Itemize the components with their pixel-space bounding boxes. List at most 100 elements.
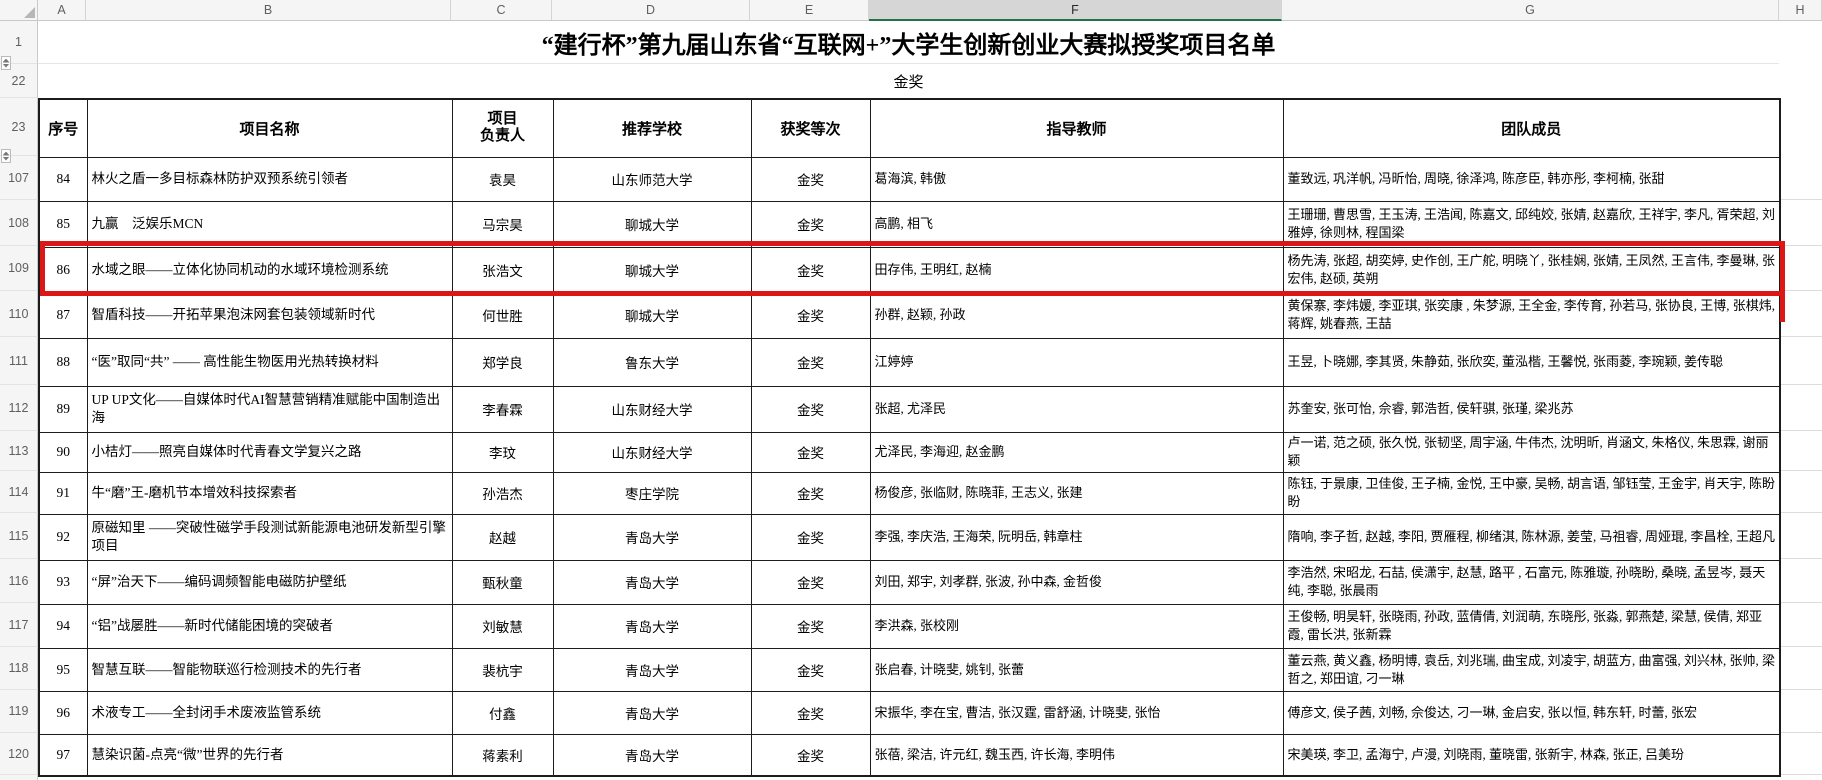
cell-members[interactable]: 王俊畅, 明昊轩, 张晓雨, 孙政, 蓝倩倩, 刘润萌, 东晓彤, 张淼, 郭燕…: [1282, 603, 1781, 649]
cell-award[interactable]: 金奖: [750, 431, 871, 473]
cell-project[interactable]: “铝”战屡胜——新时代储能困境的突破者: [86, 603, 453, 649]
header-school[interactable]: 推荐学校: [552, 98, 752, 158]
cell-school[interactable]: 青岛大学: [552, 690, 752, 735]
cell-school[interactable]: 青岛大学: [552, 559, 752, 605]
cell-school[interactable]: 聊城大学: [552, 246, 752, 293]
cell-no[interactable]: 86: [38, 246, 88, 293]
cell-school[interactable]: 青岛大学: [552, 603, 752, 649]
column-header-G[interactable]: G: [1282, 0, 1779, 21]
column-header-D[interactable]: D: [552, 0, 750, 21]
cell-award[interactable]: 金奖: [750, 246, 871, 293]
column-header-F[interactable]: F: [869, 0, 1282, 21]
cell-school[interactable]: 聊城大学: [552, 200, 752, 248]
cell-project[interactable]: “医”取同“共” —— 高性能生物医用光热转换材料: [86, 337, 453, 387]
cell-leader[interactable]: 袁昊: [451, 156, 554, 202]
cell-project[interactable]: 智盾科技——开拓苹果泡沫网套包装领域新时代: [86, 291, 453, 339]
cell-teachers[interactable]: 杨俊彦, 张临财, 陈晓菲, 王志义, 张建: [869, 471, 1284, 515]
row-header-115[interactable]: 115: [0, 513, 38, 559]
cell-leader[interactable]: 裴杭宇: [451, 647, 554, 692]
cell-teachers[interactable]: 刘田, 郑宇, 刘孝群, 张波, 孙中森, 金哲俊: [869, 559, 1284, 605]
cell-no[interactable]: 88: [38, 337, 88, 387]
cell-school[interactable]: 鲁东大学: [552, 337, 752, 387]
cell-members[interactable]: 陈钰, 于景康, 卫佳俊, 王子楠, 金悦, 王中豪, 吴畅, 胡言语, 邹钰莹…: [1282, 471, 1781, 515]
cell-members[interactable]: 宋美瑛, 李卫, 孟海宁, 卢漫, 刘晓雨, 董晓雷, 张新宇, 林森, 张正,…: [1282, 733, 1781, 777]
cell-award[interactable]: 金奖: [750, 471, 871, 515]
cell-members[interactable]: 隋响, 李子哲, 赵越, 李阳, 贾雁程, 柳绪淇, 陈林源, 姜莹, 马祖睿,…: [1282, 513, 1781, 561]
cell-project[interactable]: “屏”治天下——编码调频智能电磁防护壁纸: [86, 559, 453, 605]
cell-teachers[interactable]: 高鹏, 相飞: [869, 200, 1284, 248]
header-no[interactable]: 序号: [38, 98, 88, 158]
row-header-113[interactable]: 113: [0, 431, 38, 471]
cell-leader[interactable]: 马宗昊: [451, 200, 554, 248]
column-header-B[interactable]: B: [86, 0, 451, 21]
row-header-111[interactable]: 111: [0, 337, 38, 385]
cell-leader[interactable]: 甄秋童: [451, 559, 554, 605]
cell-school[interactable]: 聊城大学: [552, 291, 752, 339]
row-header-120[interactable]: 120: [0, 733, 38, 775]
section-label-cell[interactable]: 金奖: [893, 74, 924, 91]
row-header-112[interactable]: 112: [0, 385, 38, 431]
sheet-title-cell[interactable]: “建行杯”第九届山东省“互联网+”大学生创新创业大赛拟授奖项目名单: [38, 21, 1779, 64]
cell-members[interactable]: 傅彦文, 侯子茜, 刘畅, 佘俊达, 刁一琳, 金启安, 张以恒, 韩东轩, 时…: [1282, 690, 1781, 735]
header-award[interactable]: 获奖等次: [750, 98, 871, 158]
cell-teachers[interactable]: 孙群, 赵颖, 孙政: [869, 291, 1284, 339]
cell-no[interactable]: 85: [38, 200, 88, 248]
row-header-22[interactable]: 22: [0, 64, 38, 98]
row-header-107[interactable]: 107: [0, 156, 38, 200]
row-header-1[interactable]: 1: [0, 21, 38, 64]
hidden-rows-indicator[interactable]: [1, 149, 11, 163]
header-project[interactable]: 项目名称: [86, 98, 453, 158]
cell-leader[interactable]: 李玟: [451, 431, 554, 473]
cell-teachers[interactable]: 李洪森, 张校刚: [869, 603, 1284, 649]
cell-members[interactable]: 李浩然, 宋昭龙, 石喆, 侯潇宇, 赵慧, 路平 , 石富元, 陈雅璇, 孙晓…: [1282, 559, 1781, 605]
cell-project[interactable]: 林火之盾一多目标森林防护双预系统引领者: [86, 156, 453, 202]
header-members[interactable]: 团队成员: [1282, 98, 1781, 158]
row-header-117[interactable]: 117: [0, 603, 38, 647]
cell-no[interactable]: 89: [38, 385, 88, 433]
row-header-118[interactable]: 118: [0, 647, 38, 690]
cell-award[interactable]: 金奖: [750, 337, 871, 387]
cell-teachers[interactable]: 张蓓, 梁洁, 许元红, 魏玉西, 许长海, 李明伟: [869, 733, 1284, 777]
hidden-rows-indicator[interactable]: [1, 56, 11, 70]
cell-leader[interactable]: 赵越: [451, 513, 554, 561]
cell-teachers[interactable]: 张启春, 计晓斐, 姚钊, 张蕾: [869, 647, 1284, 692]
select-all-corner[interactable]: [0, 0, 38, 21]
cell-no[interactable]: 96: [38, 690, 88, 735]
row-header-23[interactable]: 23: [0, 98, 38, 156]
cell-teachers[interactable]: 田存伟, 王明红, 赵楠: [869, 246, 1284, 293]
cell-project[interactable]: 原磁知里 ——突破性磁学手段测试新能源电池研发新型引擎项目: [86, 513, 453, 561]
cell-leader[interactable]: 孙浩杰: [451, 471, 554, 515]
column-header-A[interactable]: A: [38, 0, 86, 21]
cell-teachers[interactable]: 尤泽民, 李海迎, 赵金鹏: [869, 431, 1284, 473]
cell-project[interactable]: 牛“磨”王-磨机节本增效科技探索者: [86, 471, 453, 515]
cell-leader[interactable]: 刘敏慧: [451, 603, 554, 649]
column-header-E[interactable]: E: [750, 0, 869, 21]
cell-award[interactable]: 金奖: [750, 513, 871, 561]
cell-no[interactable]: 84: [38, 156, 88, 202]
cell-school[interactable]: 山东师范大学: [552, 156, 752, 202]
cell-no[interactable]: 97: [38, 733, 88, 777]
cell-project[interactable]: 九赢 泛娱乐MCN: [86, 200, 453, 248]
cell-no[interactable]: 91: [38, 471, 88, 515]
cell-no[interactable]: 92: [38, 513, 88, 561]
cell-award[interactable]: 金奖: [750, 291, 871, 339]
row-header-116[interactable]: 116: [0, 559, 38, 603]
cell-members[interactable]: 王珊珊, 曹思雪, 王玉涛, 王浩闻, 陈嘉文, 邱纯姣, 张婧, 赵嘉欣, 王…: [1282, 200, 1781, 248]
cell-no[interactable]: 87: [38, 291, 88, 339]
cell-members[interactable]: 杨先涛, 张超, 胡奕婷, 史作创, 王广舵, 明晓丫, 张桂娴, 张婧, 王凤…: [1282, 246, 1781, 293]
cell-leader[interactable]: 郑学良: [451, 337, 554, 387]
cell-school[interactable]: 山东财经大学: [552, 385, 752, 433]
cell-award[interactable]: 金奖: [750, 690, 871, 735]
cell-members[interactable]: 王昱, 卜晓娜, 李其贤, 朱静茹, 张欣奕, 董泓楷, 王馨悦, 张雨菱, 李…: [1282, 337, 1781, 387]
cell-teachers[interactable]: 李强, 李庆浩, 王海荣, 阮明岳, 韩章柱: [869, 513, 1284, 561]
cell-project[interactable]: 术液专工——全封闭手术废液监管系统: [86, 690, 453, 735]
cell-members[interactable]: 董云燕, 黄义鑫, 杨明博, 袁岳, 刘兆瑞, 曲宝成, 刘凌宇, 胡蓝方, 曲…: [1282, 647, 1781, 692]
cell-leader[interactable]: 蒋素利: [451, 733, 554, 777]
row-header-114[interactable]: 114: [0, 471, 38, 513]
cell-project[interactable]: 小桔灯——照亮自媒体时代青春文学复兴之路: [86, 431, 453, 473]
cell-award[interactable]: 金奖: [750, 156, 871, 202]
header-teachers[interactable]: 指导教师: [869, 98, 1284, 158]
cell-members[interactable]: 卢一诺, 范之硕, 张久悦, 张韧坚, 周宇涵, 牛伟杰, 沈明昕, 肖涵文, …: [1282, 431, 1781, 473]
cell-award[interactable]: 金奖: [750, 733, 871, 777]
cell-teachers[interactable]: 宋振华, 李在宝, 曹洁, 张汉霆, 雷舒涵, 计晓斐, 张怡: [869, 690, 1284, 735]
